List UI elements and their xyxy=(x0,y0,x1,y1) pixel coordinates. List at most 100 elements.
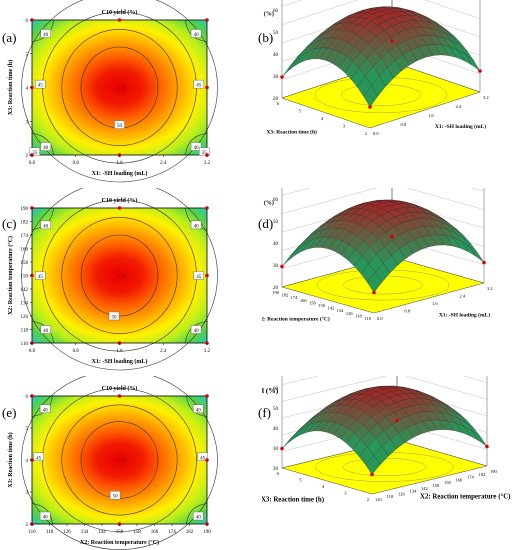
x-tick-label-2: 126 xyxy=(398,491,406,496)
x-tick-label-1: 118 xyxy=(46,530,54,535)
contour-label-5: 40 xyxy=(43,146,49,151)
x-axis-label: X1: -SH loading (mL) xyxy=(92,170,148,177)
y-tick-label-2: 4 xyxy=(26,459,29,464)
contour-line-3 xyxy=(21,0,218,183)
y-tick-label-3: 134 xyxy=(21,302,29,307)
y-tick-label-2: 126 xyxy=(346,311,354,316)
y-tick-label-10: 190 xyxy=(272,290,280,295)
y-tick-label-3: 5 xyxy=(26,53,29,58)
y-tick-label-1: 118 xyxy=(355,313,362,318)
x-tick-label-7: 166 xyxy=(456,477,464,482)
x-tick-label-1: 0.8 xyxy=(73,349,80,354)
y-tick-label-2: 4 xyxy=(26,87,29,92)
contour-label-1: 40 xyxy=(194,33,200,38)
corner-contour-1 xyxy=(186,395,208,417)
y-axis-label: X3: Reaction time (h) xyxy=(7,60,14,115)
design-point-3 xyxy=(395,418,399,423)
design-point-3 xyxy=(390,39,394,43)
x-tick-label-4: 142 xyxy=(421,486,428,491)
contour-label-6: 40 xyxy=(196,516,202,521)
y-tick-label-3: 5 xyxy=(26,427,29,432)
z-tick-label-4: 60 xyxy=(273,9,279,14)
y-tick-label-3: 134 xyxy=(337,308,345,313)
z-tick-label-3: 50 xyxy=(273,220,279,225)
x-tick-label-7: 166 xyxy=(151,530,159,535)
contour-label-1: 40 xyxy=(194,224,200,229)
y-tick-label-9: 182 xyxy=(21,221,29,226)
y-tick-label-4: 142 xyxy=(21,288,29,293)
surface-cell xyxy=(469,246,485,263)
x-tick-label-1: 0.8 xyxy=(401,122,407,127)
corner-contour-3 xyxy=(185,133,208,156)
design-point-4 xyxy=(117,206,122,210)
contour-line-3 xyxy=(21,188,218,371)
x-tick-label-1: 0.8 xyxy=(405,309,411,314)
contour-label-box-4 xyxy=(108,311,120,321)
x-tick-label-3: 134 xyxy=(81,530,89,535)
y-tick-label-9: 182 xyxy=(281,293,288,298)
y-tick-label-6: 158 xyxy=(21,261,29,266)
z-axis-label: C10 yield (%) xyxy=(262,386,279,395)
design-point-7 xyxy=(205,85,209,90)
contour-label-3: 45 xyxy=(196,275,202,280)
x-tick-label-3: 2.4 xyxy=(456,104,462,109)
y-axis-label: X3: Reaction time (h) xyxy=(266,129,317,136)
y-tick-label-1: 3 xyxy=(343,124,346,129)
y-tick-label-5: 150 xyxy=(21,275,29,280)
contour-label-6: 40 xyxy=(194,146,200,151)
y-axis-label: X2: Reaction temperature (°C) xyxy=(262,316,330,323)
x-axis-label: X2: Reaction temperature (°C) xyxy=(80,539,159,546)
x-axis-label: X1: -SH loading (mL) xyxy=(439,312,490,319)
contour-label-box-5 xyxy=(40,142,51,151)
y-axis-label: X2: Reaction temperature (°C) xyxy=(7,236,14,315)
wall-grid-5 xyxy=(281,0,481,7)
contour-label-7: 35 xyxy=(32,151,38,156)
contour-label-1: 40 xyxy=(196,408,202,413)
x-tick-label-3: 2.4 xyxy=(160,349,167,354)
contour-label-0: 40 xyxy=(43,224,49,229)
contour-label-box-4 xyxy=(114,120,125,129)
design-point-5 xyxy=(205,206,209,210)
y-axis-label: X3: Reaction time (h) xyxy=(262,497,324,504)
contour-label-box-3 xyxy=(193,79,204,89)
contour-line-1 xyxy=(61,217,178,334)
design-point-5 xyxy=(205,394,209,398)
z-tick-label-4: 60 xyxy=(273,198,279,203)
surface-chart-d: 2030405060700.00.81.62.43.21101181261341… xyxy=(262,188,493,323)
contour-label-box-3 xyxy=(197,452,208,462)
x-tick-label-9: 182 xyxy=(479,472,486,477)
y-tick-label-3: 5 xyxy=(299,109,302,114)
design-point-2 xyxy=(280,446,284,451)
center-point-label: 5 xyxy=(123,275,126,280)
x-tick-label-1: 0.8 xyxy=(73,161,80,166)
center-point-label: 5 xyxy=(123,87,126,92)
contour-label-box-0 xyxy=(40,220,51,230)
y-tick-label-4: 6 xyxy=(277,471,280,476)
design-point-4 xyxy=(117,394,122,398)
x-tick-label-4: 3.2 xyxy=(204,349,211,354)
contour-label-5: 40 xyxy=(43,329,49,334)
x-tick-label-3: 2.4 xyxy=(160,161,167,166)
contour-label-4: 50 xyxy=(112,316,118,321)
design-point-7 xyxy=(205,273,209,278)
y-tick-label-4: 6 xyxy=(26,19,29,24)
z-tick-label-3: 50 xyxy=(273,31,279,36)
z-tick-label-1: 30 xyxy=(273,447,279,452)
design-point-8 xyxy=(117,85,122,90)
surface-cell xyxy=(281,432,297,449)
contour-label-box-2 xyxy=(33,452,44,462)
contour-label-box-0 xyxy=(40,29,51,38)
y-axis-label: X3: Reaction time (h) xyxy=(7,432,14,487)
contour-line-1 xyxy=(61,29,178,146)
contour-label-box-1 xyxy=(190,220,202,230)
y-tick-label-7: 166 xyxy=(300,298,308,303)
y-tick-label-2: 126 xyxy=(21,315,29,320)
corner-contour-3 xyxy=(186,503,208,525)
design-point-8 xyxy=(117,273,122,278)
design-point-0 xyxy=(368,105,372,109)
x-tick-label-9: 182 xyxy=(186,530,194,535)
wall-grid-4 xyxy=(281,0,481,25)
x-tick-label-8: 174 xyxy=(467,475,475,480)
y-tick-label-4: 6 xyxy=(277,101,280,106)
